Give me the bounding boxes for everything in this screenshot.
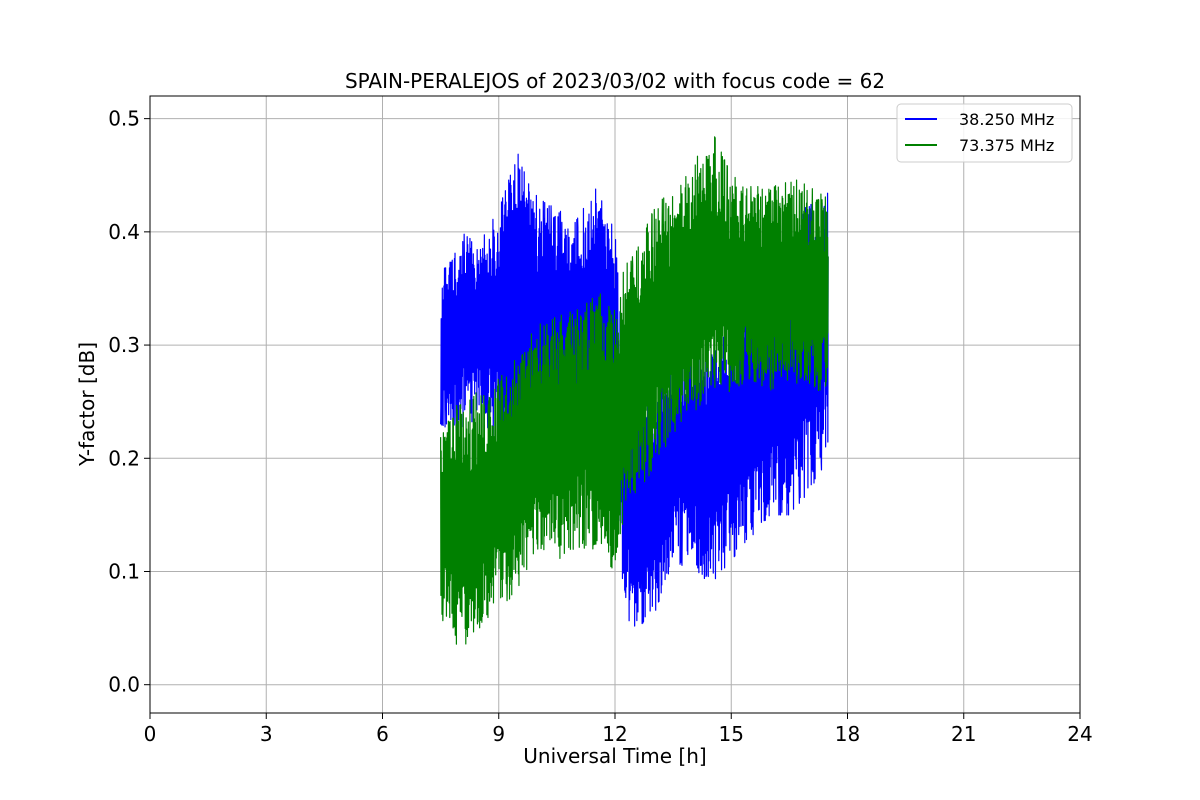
series-line-2 (440, 136, 829, 645)
y-tick-label: 0.2 (108, 446, 140, 470)
x-tick-label: 12 (602, 722, 627, 746)
ticks-layer: 0 3 6 9 12 15 18 21 24 0.0 0.1 0.2 0.3 0.4 0.5 (108, 107, 1093, 746)
x-axis-label: Universal Time [h] (523, 744, 706, 768)
x-tick-label: 6 (376, 722, 389, 746)
x-tick-label: 3 (260, 722, 273, 746)
x-tick-label: 21 (951, 722, 976, 746)
legend: 38.250 MHz 73.375 MHz (896, 103, 1073, 163)
y-axis-label: Y-factor [dB] (75, 342, 99, 467)
chart-title: SPAIN-PERALEJOS of 2023/03/02 with focus… (345, 69, 885, 93)
x-tick-label: 18 (835, 722, 860, 746)
x-tick-label: 9 (492, 722, 505, 746)
legend-label-2: 73.375 MHz (959, 136, 1054, 155)
x-tick-label: 15 (719, 722, 744, 746)
y-tick-label: 0.1 (108, 559, 140, 583)
legend-box (896, 103, 1073, 163)
x-tick-label: 0 (144, 722, 157, 746)
legend-label-1: 38.250 MHz (959, 110, 1054, 129)
y-tick-label: 0.3 (108, 333, 140, 357)
y-tick-label: 0.4 (108, 220, 140, 244)
y-tick-label: 0.0 (108, 673, 140, 697)
y-tick-label: 0.5 (108, 107, 140, 131)
x-tick-label: 24 (1067, 722, 1092, 746)
series-layer (440, 136, 829, 645)
